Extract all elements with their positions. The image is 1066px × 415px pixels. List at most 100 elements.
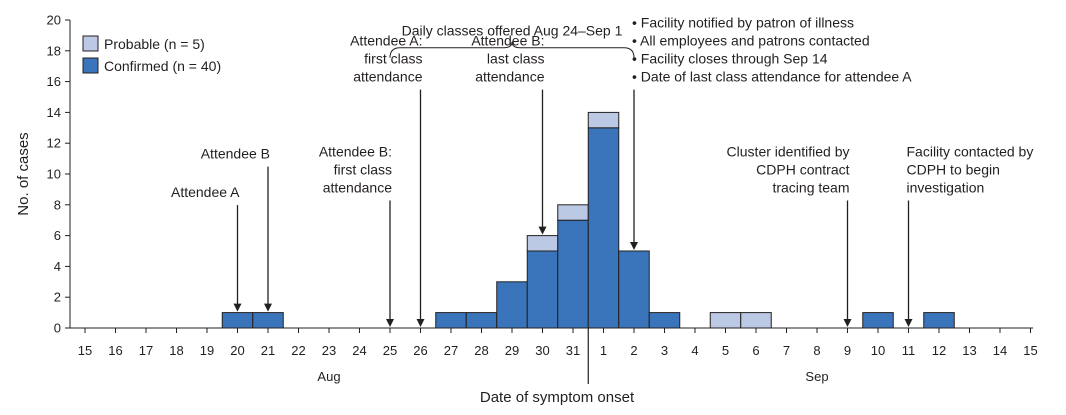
annotation-line: attendance — [353, 69, 422, 85]
x-tick-label: 14 — [993, 343, 1007, 358]
annotation: Cluster identified by CDPH contract tracin… — [727, 143, 852, 327]
annotation: Attendee B — [201, 146, 272, 312]
x-tick-label: 17 — [139, 343, 153, 358]
arrow-head — [630, 242, 638, 250]
annotation-line: CDPH contract — [756, 161, 849, 177]
x-tick-label: 11 — [902, 343, 916, 358]
annotation-line: first class — [334, 161, 392, 177]
annotation-line: Attendee B — [201, 146, 270, 162]
x-tick-label: 24 — [352, 343, 366, 358]
x-tick-label: 3 — [661, 343, 668, 358]
annotation-line: • All employees and patrons contacted — [632, 33, 870, 49]
x-tick-label: 30 — [535, 343, 549, 358]
bar-confirmed — [648, 312, 681, 329]
x-tick-label: 6 — [752, 343, 759, 358]
legend-label: Probable (n = 5) — [104, 36, 205, 52]
y-tick-label: 8 — [54, 197, 61, 212]
bar-confirmed — [221, 312, 254, 329]
x-tick-label: 10 — [871, 343, 885, 358]
bar-confirmed — [465, 312, 498, 329]
annotation-line: attendance — [323, 179, 392, 195]
y-tick-label: 6 — [54, 228, 61, 243]
x-tick-label: 8 — [813, 343, 820, 358]
x-tick-label: 13 — [962, 343, 976, 358]
annotation-line: • Date of last class attendance for atte… — [632, 69, 912, 85]
bar-probable — [526, 235, 559, 252]
annotation: Facility contacted by CDPH to begin invest… — [904, 143, 1034, 327]
bar-probable — [557, 204, 589, 221]
x-tick-label: 25 — [383, 343, 397, 358]
x-tick-label: 21 — [261, 343, 275, 358]
arrow-head — [264, 303, 272, 312]
arrow-head — [904, 319, 913, 327]
annotation: Attendee A: first class attendance — [350, 33, 425, 327]
x-tick-label: 9 — [844, 343, 851, 358]
x-tick-label: 18 — [169, 343, 183, 358]
x-ticks: 15 16 17 18 19 20 21 22 23 24 25 26 27 28 29 30 31 1 2 3 4 5 6… — [78, 328, 1038, 384]
bracket-path — [389, 41, 635, 58]
y-tick-label: 2 — [54, 290, 61, 305]
arrow-head — [843, 319, 852, 327]
annotation-line: tracing team — [772, 179, 849, 195]
bar-probable — [709, 312, 742, 329]
annotation-line: • Facility notified by patron of illness — [632, 15, 854, 31]
month-label: Aug — [317, 369, 340, 384]
bar-confirmed — [252, 312, 284, 329]
bars-layer — [221, 111, 955, 329]
x-tick-label: 19 — [200, 343, 214, 358]
x-tick-label: 7 — [783, 343, 790, 358]
annotation-line: Cluster identified by — [727, 143, 850, 159]
annotation-line: Attendee B: — [471, 33, 544, 49]
annotation-line: first class — [364, 51, 422, 67]
annotation-line: Attendee B: — [319, 143, 392, 159]
bar-confirmed — [587, 127, 620, 329]
x-tick-label: 26 — [413, 343, 427, 358]
annotation-line: investigation — [907, 179, 985, 195]
bar-confirmed — [496, 281, 528, 329]
x-tick-label: 28 — [474, 343, 488, 358]
y-tick-label: 14 — [47, 105, 61, 120]
y-tick-label: 10 — [47, 167, 61, 182]
x-tick-label: 20 — [230, 343, 244, 358]
arrow-head — [416, 319, 425, 327]
bar-confirmed — [618, 250, 650, 329]
bar-confirmed — [526, 250, 559, 329]
bar-confirmed — [923, 312, 955, 329]
legend: Probable (n = 5) Confirmed (n = 40) — [82, 35, 221, 74]
y-tick-label: 18 — [47, 43, 61, 58]
y-tick-label: 20 — [47, 13, 61, 28]
annotation-line: Attendee A: — [350, 33, 422, 49]
x-tick-label: 1 — [600, 343, 607, 358]
annotation-line: last class — [487, 51, 545, 67]
bar-probable — [587, 111, 620, 129]
bar-confirmed — [862, 312, 894, 329]
y-axis-title: No. of cases — [15, 132, 32, 215]
annotation: Attendee B: last class attendance — [471, 33, 547, 235]
y-tick-label: 4 — [54, 259, 61, 274]
x-tick-label: 2 — [630, 343, 637, 358]
y-tick-label: 0 — [54, 321, 61, 336]
annotation-line: CDPH to begin — [907, 161, 1000, 177]
bar-confirmed — [435, 312, 467, 329]
annotation-line: Facility contacted by — [907, 143, 1034, 159]
legend-label: Confirmed (n = 40) — [104, 58, 221, 74]
y-ticks: 0 2 4 6 8 10 12 14 16 18 20 — [47, 13, 70, 336]
bar-probable — [740, 312, 772, 329]
y-tick-label: 16 — [47, 74, 61, 89]
y-tick-label: 12 — [47, 136, 61, 151]
arrow-head — [386, 319, 394, 327]
annotations: Attendee A Attendee B Attendee B: first cla… — [171, 15, 1033, 327]
annotation-line: Attendee A — [171, 184, 240, 200]
arrow-head — [233, 303, 242, 312]
legend-swatch — [82, 35, 99, 52]
annotation: Attendee B: first class attendance — [319, 143, 394, 327]
x-tick-label: 12 — [932, 343, 946, 358]
bracket-label: Daily classes offered Aug 24–Sep 1 — [402, 23, 623, 39]
annotation: • Facility notified by patron of illness… — [630, 15, 912, 250]
x-tick-label: 15 — [1023, 343, 1037, 358]
x-tick-label: 23 — [322, 343, 336, 358]
annotation-line: attendance — [475, 69, 544, 85]
x-tick-label: 16 — [108, 343, 122, 358]
x-axis-title: Date of symptom onset — [480, 389, 635, 406]
